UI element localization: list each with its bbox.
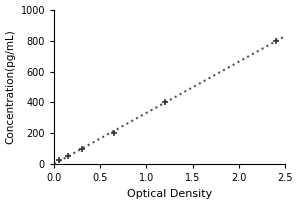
Y-axis label: Concentration(pg/mL): Concentration(pg/mL)	[5, 30, 15, 144]
X-axis label: Optical Density: Optical Density	[127, 189, 212, 199]
